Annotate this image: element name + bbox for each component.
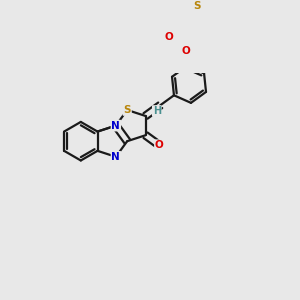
Text: N: N	[112, 152, 120, 162]
Text: H: H	[153, 106, 161, 116]
Text: O: O	[165, 32, 174, 42]
Text: S: S	[193, 1, 201, 11]
Text: N: N	[112, 121, 120, 130]
Text: O: O	[181, 46, 190, 56]
Text: O: O	[155, 140, 164, 150]
Text: S: S	[123, 105, 131, 115]
